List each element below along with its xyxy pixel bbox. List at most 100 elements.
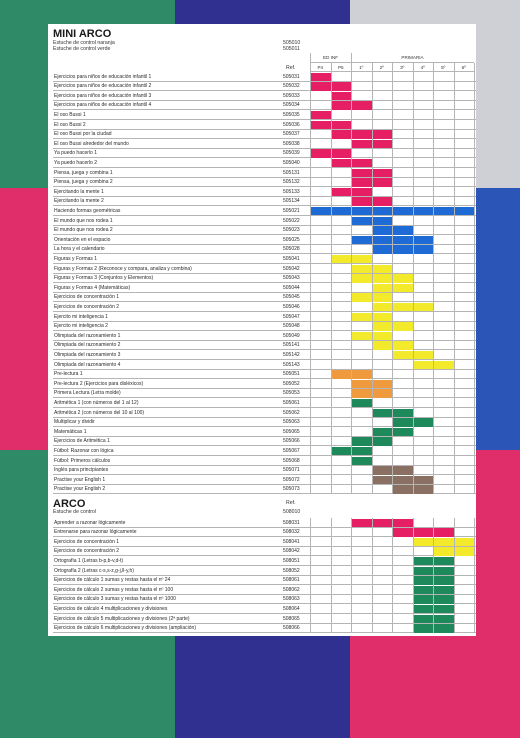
product-ref: 508063 [283, 596, 300, 603]
grid-line [392, 63, 393, 495]
level-cell-pink [310, 72, 331, 82]
level-cell-brown [371, 475, 393, 485]
level-cell-orange [371, 389, 393, 398]
level-cell-pink [310, 120, 331, 130]
product-ref: 505022 [283, 217, 300, 224]
table-row: Pre-lectura 1 505051 [53, 370, 476, 380]
arco-subtitle-ref: 508010 [283, 509, 301, 515]
product-name: Figuras y Formas 3 (Conjuntos y Elemento… [54, 275, 154, 282]
level-cell-green [351, 398, 372, 408]
product-ref: 505043 [283, 275, 300, 282]
product-ref: 505066 [283, 438, 300, 445]
product-name: Aprender a razonar lógicamente [54, 519, 126, 526]
level-cell-yellow [453, 547, 475, 556]
level-cell-yellow [392, 283, 413, 293]
product-name: Olimpiada del razonamiento 4 [54, 361, 121, 368]
table-row: Ejercicios de cálculo 3 sumas y restas h… [53, 595, 476, 605]
level-cell-pink [310, 110, 331, 120]
level-cell-green [351, 446, 372, 456]
level-cell-yellow [412, 350, 434, 360]
level-cell-pink [351, 139, 372, 149]
arco-title: ARCO [53, 498, 86, 510]
mini-arco-title: MINI ARCO [53, 28, 112, 40]
mini-arco-subtitle-ref-2: 505011 [283, 46, 300, 52]
product-name: Matemáticas 1 [54, 428, 87, 435]
level-cell-yellow [371, 302, 393, 312]
product-ref: 505142 [283, 351, 300, 358]
product-name: Ejercitando la mente 2 [54, 198, 104, 205]
level-cell-green [412, 624, 434, 633]
product-name: Inglés para principiantes [54, 467, 109, 474]
grid-line [412, 63, 414, 495]
table-row: Ejercitando la mente 2 505134 [53, 197, 476, 207]
product-ref: 508032 [283, 529, 300, 536]
level-cell-brown [412, 475, 434, 485]
table-row: Fútbol: Primeros cálculos 505068 [53, 456, 476, 466]
primaria-header: PRIMARIA [401, 55, 424, 60]
grid-line [474, 518, 475, 634]
grid-line [412, 518, 414, 634]
table-row: Ejercicios para niños de educación infan… [53, 91, 476, 101]
product-name: Ejercicios de cálculo 4 multiplicaciones… [54, 605, 168, 612]
product-ref: 505047 [283, 313, 300, 320]
mini-arco-ref-header: Ref. [286, 65, 296, 71]
product-ref: 505036 [283, 121, 300, 128]
table-row: Ejercicios de concentración 2 508042 [53, 547, 476, 557]
product-name: El oso Bussi por la ciudad [54, 131, 112, 138]
level-cell-blue [371, 235, 393, 245]
level-cell-pink [392, 528, 413, 537]
level-cell-green [412, 556, 434, 566]
grid-line [371, 518, 373, 634]
level-header: 4º [420, 65, 425, 70]
product-name: Ejercicios para niños de educación infan… [54, 73, 152, 80]
product-ref: 505025 [283, 236, 300, 243]
level-cell-pink [371, 168, 393, 178]
table-row: Ya puedo hacerlo 2 505040 [53, 158, 476, 168]
product-ref: 505132 [283, 179, 300, 186]
level-cell-green [433, 585, 454, 595]
level-cell-yellow [433, 547, 454, 556]
level-cell-green [330, 446, 352, 456]
product-ref: 505071 [283, 467, 300, 474]
product-ref: 505062 [283, 409, 300, 416]
level-cell-yellow [392, 302, 413, 312]
product-name: Ortografía 1 (Letras b-p,b-v,d-t) [54, 557, 124, 564]
table-row: Ejercicios de concentración 1 505045 [53, 293, 476, 303]
product-ref: 508041 [283, 538, 300, 545]
level-cell-blue [371, 206, 393, 216]
level-cell-green [351, 456, 372, 466]
product-ref: 505073 [283, 486, 300, 493]
level-cell-green [433, 595, 454, 604]
product-name: Ejercicios de cálculo 6 multiplicaciones… [54, 625, 197, 632]
ed-inf-header: ED INF [322, 55, 339, 60]
table-row: Aritmética 2 (con números del 10 al 100)… [53, 408, 476, 418]
product-name: Ejercicios para niños de educación infan… [54, 92, 152, 99]
level-cell-pink [371, 130, 393, 139]
level-cell-orange [371, 379, 393, 389]
level-cell-green [433, 614, 454, 624]
level-cell-blue [412, 245, 434, 254]
table-row: Ya puedo hacerlo 1 505039 [53, 149, 476, 159]
product-ref: 505052 [283, 380, 300, 387]
mini-arco-subtitle-2: Estuche de control verde [53, 46, 111, 52]
header-line [310, 54, 474, 64]
level-cell-blue [412, 235, 434, 245]
level-header: 2º [379, 65, 384, 70]
level-cell-blue [371, 216, 393, 226]
level-cell-brown [371, 466, 393, 475]
level-cell-blue [351, 216, 372, 226]
product-ref: 505063 [283, 419, 300, 426]
level-cell-green [412, 566, 434, 576]
level-cell-blue [392, 206, 413, 216]
level-cell-green [392, 418, 413, 427]
level-cell-green [433, 604, 454, 614]
level-cell-pink [433, 528, 454, 537]
level-cell-green [412, 595, 434, 604]
level-cell-yellow [371, 312, 393, 322]
table-row: El oso Bussi alrededor del mundo 505038 [53, 139, 476, 149]
level-cell-orange [351, 370, 372, 379]
level-cell-pink [351, 168, 372, 178]
table-row: La hora y el calendario 505028 [53, 245, 476, 255]
product-ref: 505034 [283, 102, 300, 109]
grid-line [330, 518, 332, 634]
